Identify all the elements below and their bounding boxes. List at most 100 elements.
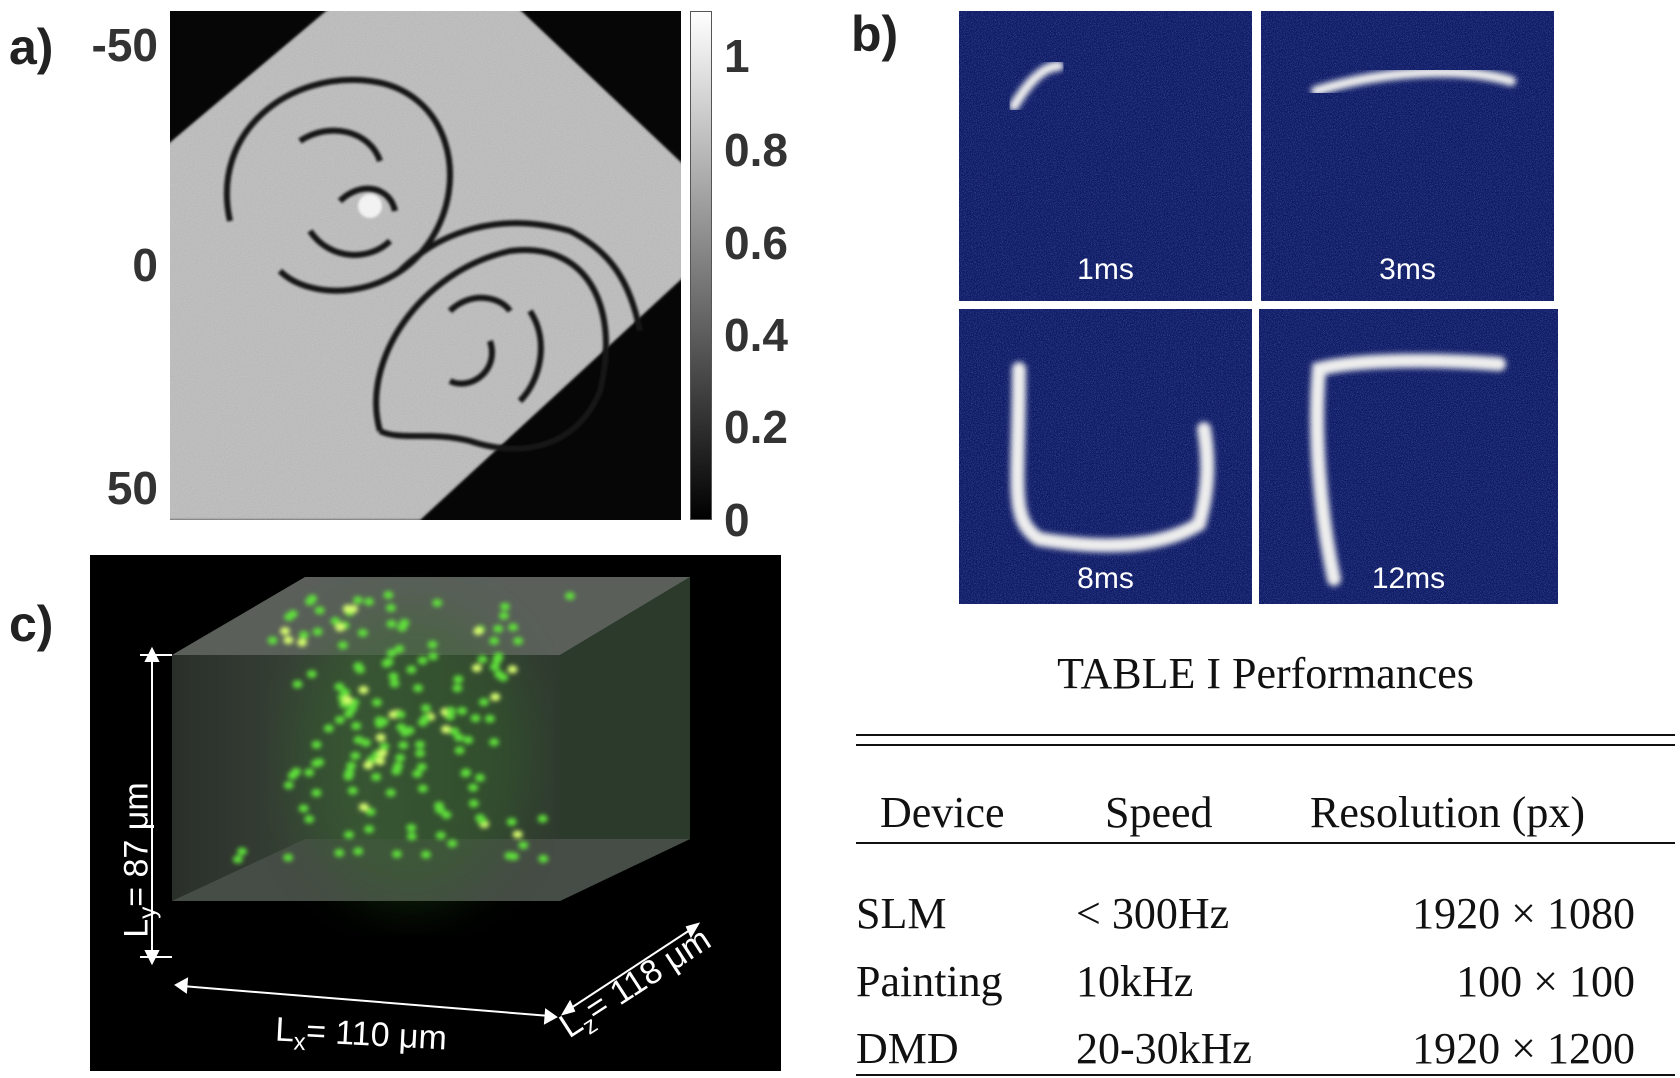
panel-label: b) xyxy=(851,6,899,62)
colorbar-tick-label: 0.2 xyxy=(724,401,788,453)
atom xyxy=(564,592,575,601)
atom xyxy=(363,597,374,606)
atom xyxy=(363,761,374,770)
atom xyxy=(489,663,500,672)
atom xyxy=(334,682,345,691)
atom xyxy=(449,727,460,736)
atom xyxy=(304,815,315,824)
atom xyxy=(468,783,479,792)
atom xyxy=(342,604,353,613)
atom xyxy=(493,624,504,633)
table-title: TABLE I Performances xyxy=(1057,649,1474,698)
atom xyxy=(344,768,355,777)
atom xyxy=(445,706,456,715)
atom xyxy=(447,839,458,848)
table-cell: DMD xyxy=(856,1024,959,1073)
frame: 3ms xyxy=(1261,11,1554,301)
frame-label: 1ms xyxy=(1077,253,1134,286)
atom xyxy=(518,841,529,850)
atom xyxy=(283,636,294,645)
atom xyxy=(385,788,396,797)
atom xyxy=(298,631,309,640)
atom xyxy=(415,749,426,758)
frame-image xyxy=(1261,11,1554,301)
y-tick-label: -50 xyxy=(91,19,158,71)
atom xyxy=(298,804,309,813)
atom xyxy=(232,855,243,864)
atom xyxy=(334,848,345,857)
atom xyxy=(489,738,500,747)
dim-subscript: y xyxy=(134,906,162,919)
atom xyxy=(343,830,354,839)
atom xyxy=(280,627,291,636)
atom xyxy=(441,725,452,734)
atom xyxy=(391,850,402,859)
atom xyxy=(494,670,505,679)
atom xyxy=(354,665,365,674)
atom xyxy=(414,740,425,749)
panel-label: a) xyxy=(9,19,54,75)
atom xyxy=(314,606,325,615)
atom xyxy=(470,714,481,723)
atom xyxy=(398,741,409,750)
atom xyxy=(292,680,303,689)
atom xyxy=(420,850,431,859)
atom xyxy=(383,657,394,666)
lattice-image xyxy=(90,555,781,1071)
atom xyxy=(471,663,482,672)
y-tick-label: 0 xyxy=(132,239,158,291)
frame-image xyxy=(959,309,1252,604)
atom xyxy=(389,679,400,688)
atom xyxy=(297,638,308,647)
atom xyxy=(498,611,509,620)
rule xyxy=(856,842,1675,844)
atom xyxy=(267,636,278,645)
dim-value: = 87 μm xyxy=(117,782,156,907)
atom xyxy=(406,832,417,841)
atom xyxy=(346,761,357,770)
atom xyxy=(358,685,369,694)
atom xyxy=(537,814,548,823)
atom xyxy=(357,628,368,637)
atom xyxy=(489,636,500,645)
atom xyxy=(493,652,504,661)
atom xyxy=(352,596,363,605)
atom xyxy=(385,603,396,612)
atom xyxy=(378,717,389,726)
atom xyxy=(350,751,361,760)
table-cell: SLM xyxy=(856,889,947,938)
atom xyxy=(399,618,410,627)
atom xyxy=(311,788,322,797)
atom xyxy=(468,799,479,808)
frame: 8ms xyxy=(959,309,1252,604)
atom xyxy=(435,831,446,840)
colorbar-tick-label: 0 xyxy=(724,494,750,546)
table-cell: < 300Hz xyxy=(1076,889,1230,938)
colorbar xyxy=(690,11,712,520)
atom xyxy=(383,591,394,600)
atom xyxy=(508,623,519,632)
atom xyxy=(512,830,523,839)
frame-image xyxy=(1259,309,1558,604)
atom xyxy=(434,805,445,814)
atom xyxy=(287,771,298,780)
frame-image xyxy=(959,11,1252,301)
table-cell: 20-30kHz xyxy=(1076,1024,1252,1073)
atom xyxy=(347,786,358,795)
colorbar-tick-label: 0.4 xyxy=(724,309,788,361)
atom xyxy=(386,649,397,658)
rule xyxy=(856,734,1675,736)
atom xyxy=(457,706,468,715)
table-cell: 10kHz xyxy=(1076,957,1194,1006)
atom xyxy=(417,718,428,727)
atom xyxy=(412,769,423,778)
atom xyxy=(478,698,489,707)
atom xyxy=(364,825,375,834)
atom xyxy=(490,693,501,701)
atom xyxy=(375,757,386,766)
atom xyxy=(335,623,346,632)
table-header: Device xyxy=(880,788,1005,837)
atom xyxy=(237,847,248,856)
atom xyxy=(311,740,322,749)
